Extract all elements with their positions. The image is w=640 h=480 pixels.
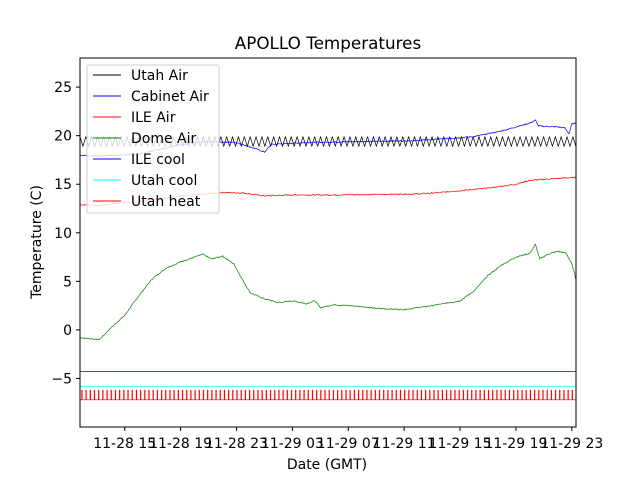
y-tick-label: −5 [51,371,72,387]
legend-label-cabinet-air: Cabinet Air [131,89,209,105]
y-tick-label: 15 [54,177,72,193]
legend-label-dome-air: Dome Air [131,131,197,147]
y-tick-label: 0 [63,323,72,339]
x-tick-label: 11-28 15 [93,436,156,452]
series-line-utah-heat [80,389,576,401]
y-tick-label: 20 [54,129,72,145]
x-tick-label: 11-28 23 [205,436,268,452]
x-tick-label: 11-29 03 [261,436,324,452]
x-tick-label: 11-28 19 [149,436,212,452]
x-axis-label: Date (GMT) [287,457,367,473]
y-tick-label: 10 [54,226,72,242]
legend-label-utah-heat: Utah heat [131,194,201,210]
x-tick-label: 11-29 11 [373,436,436,452]
x-tick-label: 11-29 15 [429,436,492,452]
legend-label-ile-cool: ILE cool [131,152,185,168]
y-tick-label: 25 [54,80,72,96]
legend-label-ile-air: ILE Air [131,110,176,126]
legend-label-utah-air: Utah Air [131,68,188,84]
legend-box [86,64,220,214]
legend-label-utah-cool: Utah cool [131,173,197,189]
y-tick-label: 5 [63,274,72,290]
y-axis: −5 0 5 10 15 20 25 [51,80,80,387]
legend: Utah Air Cabinet Air ILE Air Dome Air ILE co… [86,64,220,214]
chart-title: APOLLO Temperatures [235,33,422,53]
y-axis-label: Temperature (C) [29,185,45,300]
series-line-dome-air [79,243,577,341]
x-tick-label: 11-29 19 [484,436,547,452]
plot-frame [79,57,577,428]
x-tick-label: 11-29 23 [540,436,603,452]
x-tick-label: 11-29 07 [317,436,380,452]
